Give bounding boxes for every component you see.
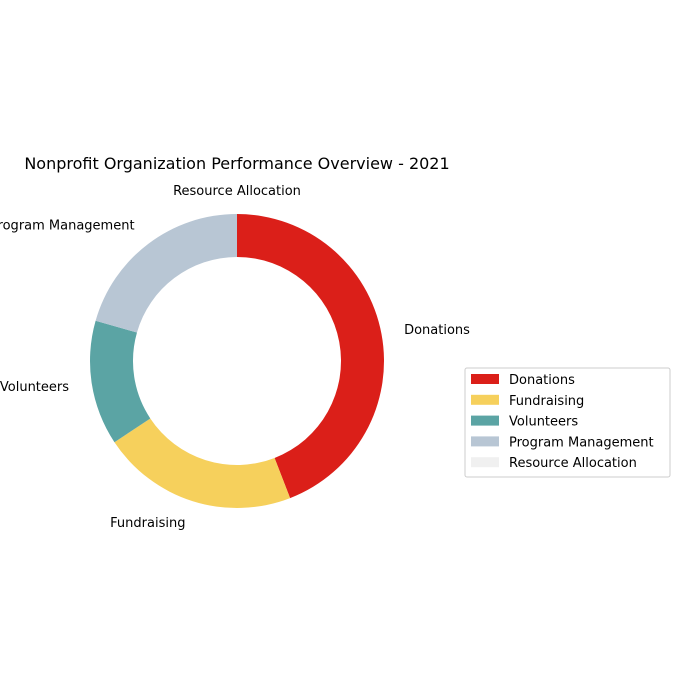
legend-swatch-program-management [471, 436, 499, 447]
legend-swatch-volunteers [471, 415, 499, 426]
donut-slices [90, 214, 385, 508]
slice-program-management [95, 214, 237, 333]
slice-donations [237, 214, 385, 499]
legend-swatch-donations [471, 374, 499, 384]
legend-label-volunteers: Volunteers [509, 415, 578, 430]
slice-labels: Donations Fundraising Volunteers Program Ma… [0, 184, 470, 531]
legend-frame [464, 367, 671, 478]
slice-label-resource-allocation: Resource Allocation [173, 184, 301, 199]
legend-label-program-management: Program Management [509, 435, 654, 450]
legend-label-donations: Donations [509, 373, 575, 388]
slice-label-donations: Donations [404, 323, 470, 338]
legend-label-fundraising: Fundraising [509, 394, 584, 409]
slice-label-program-management: Program Management [0, 218, 135, 233]
legend-label-resource-allocation: Resource Allocation [509, 456, 637, 471]
chart-title: Nonprofit Organization Performance Overv… [24, 154, 449, 173]
slice-volunteers [90, 320, 151, 443]
legend: Donations Fundraising Volunteers Program Ma… [464, 367, 671, 478]
legend-swatch-fundraising [471, 394, 499, 405]
legend-swatch-resource-allocation [471, 457, 499, 468]
slice-fundraising [114, 418, 291, 508]
slice-label-fundraising: Fundraising [110, 516, 185, 531]
slice-label-volunteers: Volunteers [0, 380, 69, 395]
